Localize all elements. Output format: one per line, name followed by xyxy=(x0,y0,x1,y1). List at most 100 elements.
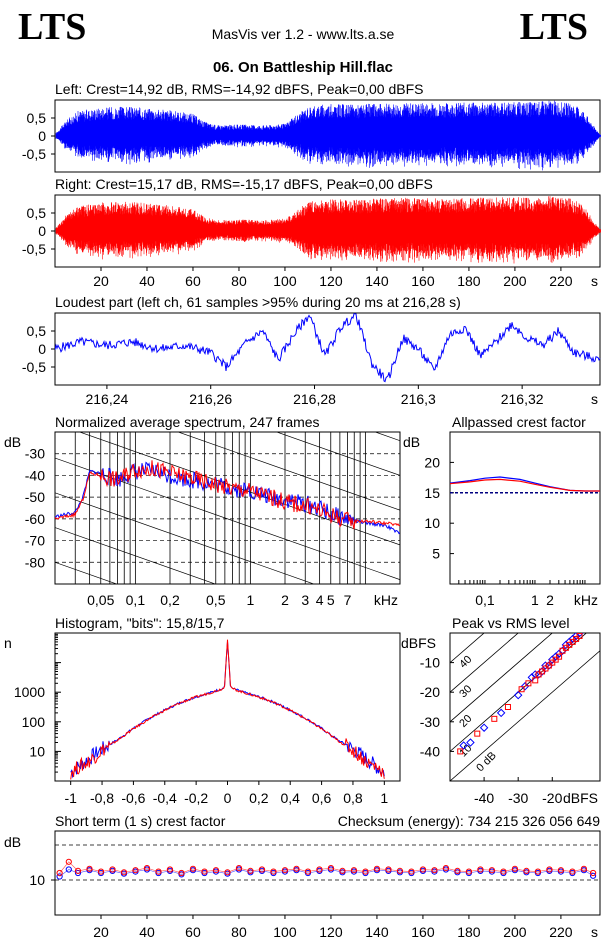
spectrum-series-left xyxy=(55,461,400,535)
x-tick-label: 0,05 xyxy=(87,592,114,608)
x-tick-label: 160 xyxy=(411,924,435,940)
y-tick-label: 5 xyxy=(432,546,440,562)
plot-title: Short term (1 s) crest factor xyxy=(55,813,226,829)
x-tick-label: 20 xyxy=(93,273,109,289)
crest-point-right xyxy=(86,865,93,872)
crest-point-right xyxy=(74,867,82,875)
x-tick-label: 0,2 xyxy=(249,790,269,806)
plot-title: Left: Crest=14,92 dB, RMS=-14,92 dBFS, P… xyxy=(55,81,423,97)
x-tick-label: 80 xyxy=(231,924,247,940)
crest-point-left xyxy=(56,873,63,880)
plot-frame xyxy=(449,632,601,782)
crest-point-right xyxy=(155,868,162,875)
spectrum-slope-line xyxy=(55,632,400,754)
crest-point-right xyxy=(362,868,369,875)
pvr-point-right xyxy=(576,633,583,639)
y-tick-label: -10 xyxy=(420,655,440,671)
pvr-point-left xyxy=(544,661,554,670)
y-tick-label: -0,5 xyxy=(22,146,46,162)
diagonal-label: 0 dB xyxy=(474,750,498,774)
diagonal-line xyxy=(450,650,600,781)
y-tick-label: -30 xyxy=(420,714,440,730)
y-axis-label: dBFS xyxy=(401,635,436,651)
x-tick-label: 40 xyxy=(139,924,155,940)
x-tick-label: 0,6 xyxy=(312,790,332,806)
x-tick-label: 216,24 xyxy=(85,391,128,407)
x-tick-label: 160 xyxy=(411,273,435,289)
x-tick-label: 140 xyxy=(365,273,389,289)
x-tick-label: 216,32 xyxy=(501,391,544,407)
x-tick-label: 60 xyxy=(185,273,201,289)
x-tick-label: 140 xyxy=(365,924,389,940)
diagonal-line xyxy=(450,633,485,664)
y-tick-label: 0 xyxy=(38,128,46,144)
crest-point-right xyxy=(258,866,266,873)
y-tick-label: 100 xyxy=(22,714,46,730)
x-tick-label: -0,8 xyxy=(90,790,114,806)
file-title: 06. On Battleship Hill.flac xyxy=(212,59,394,76)
x-tick-label: 0,4 xyxy=(280,790,300,806)
x-tick-label: 220 xyxy=(549,924,573,940)
pvr-point-left xyxy=(513,690,523,700)
y-tick-label: -20 xyxy=(420,684,440,700)
plot-title: Histogram, "bits": 15,8/15,7 xyxy=(55,615,225,631)
y-tick-label: -70 xyxy=(25,533,45,549)
crest-point-right xyxy=(408,868,415,875)
pvr-point-right xyxy=(491,715,498,722)
x-tick-label: 1 xyxy=(380,790,388,806)
crest-point-right xyxy=(339,867,346,875)
x-tick-label: -30 xyxy=(508,790,528,806)
y-tick-label: 0,5 xyxy=(27,110,47,126)
y-tick-label: -0,5 xyxy=(22,241,46,257)
checksum-annotation: Checksum (energy): 734 215 326 056 649 xyxy=(338,813,600,829)
crest-point-right xyxy=(523,867,530,875)
crest-point-right xyxy=(65,858,72,865)
crest-point-right xyxy=(132,867,139,874)
crest-point-right xyxy=(56,869,63,877)
x-tick-label: -40 xyxy=(474,790,494,806)
diagonal-label: 30 xyxy=(457,683,474,700)
spectrum-slope-line xyxy=(55,492,315,584)
crest-point-right xyxy=(488,867,496,874)
pvr-point-right xyxy=(525,680,532,687)
x-tick-label: 5 xyxy=(327,592,335,608)
y-tick-label: -40 xyxy=(25,467,45,483)
y-tick-label: -30 xyxy=(25,446,45,462)
pvr-point-left xyxy=(479,723,489,732)
spectrum-series-right xyxy=(55,460,400,530)
crest-point-right xyxy=(143,865,151,872)
x-unit-label: s xyxy=(591,391,598,407)
crest-point-right xyxy=(396,867,404,875)
x-tick-label: 80 xyxy=(231,273,247,289)
pvr-point-right xyxy=(532,677,539,684)
pvr-point-left xyxy=(520,682,530,691)
loudest-part-line xyxy=(54,313,601,383)
x-tick-label: 200 xyxy=(503,273,527,289)
plot-title: Allpassed crest factor xyxy=(452,414,586,430)
x-tick-label: 0,1 xyxy=(475,592,495,608)
crest-point-right xyxy=(569,868,576,875)
y-tick-label: 0 xyxy=(38,341,46,357)
x-unit-label: s xyxy=(591,273,598,289)
crest-point-right xyxy=(431,867,438,874)
x-unit-label: kHz xyxy=(574,592,598,608)
x-tick-label: 120 xyxy=(319,273,343,289)
x-tick-label: 220 xyxy=(549,273,573,289)
diagonal-label: 40 xyxy=(457,653,474,670)
y-tick-label: 10 xyxy=(424,515,440,531)
spectrum-grid xyxy=(55,432,400,754)
pvr-point-right xyxy=(556,653,563,660)
histogram-series-left xyxy=(70,641,385,779)
y-axis-label: n xyxy=(4,635,12,651)
x-tick-label: 0,2 xyxy=(160,592,180,608)
x-tick-label: -0,2 xyxy=(184,790,208,806)
x-tick-label: 4 xyxy=(316,592,324,608)
x-tick-label: 180 xyxy=(457,924,481,940)
crest-point-right xyxy=(189,865,197,872)
crest-point-right xyxy=(534,868,542,875)
crest-point-right xyxy=(178,869,185,877)
x-tick-label: 1 xyxy=(246,592,254,608)
